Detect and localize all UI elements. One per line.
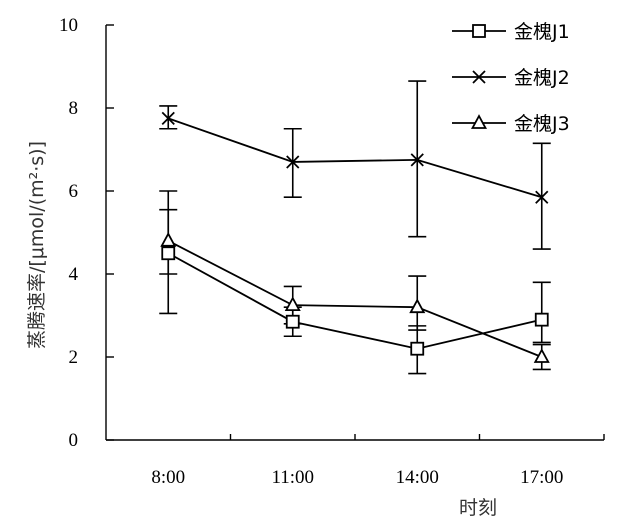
legend-marker [470,114,488,129]
series-line-1 [167,252,542,350]
data-point [160,231,177,247]
x-tick-label: 17:00 [520,467,563,488]
data-point [285,314,300,329]
legend-label: 金槐J1 [514,21,570,43]
legend-label: 金槐J3 [514,113,570,135]
data-point [284,296,301,312]
legend: 金槐J1 金槐J2 金槐J3 [452,21,570,135]
y-tick-label: 10 [59,15,78,36]
y-tick-label: 2 [69,347,79,368]
error-bars [159,80,551,375]
series-line-3 [167,240,543,358]
data-point [286,155,300,169]
y-tick-label: 8 [69,98,79,119]
y-axis-label: 蒸腾速率/[μmol/(m²·s)] [26,141,48,349]
data-point [534,312,549,327]
x-tick-label: 14:00 [396,467,439,488]
series-line-2 [167,117,543,199]
data-point [409,298,426,314]
tick-labels: 0 2 4 6 8 10 8:00 11:00 14:00 17:00 [59,15,563,488]
data-point [161,246,176,261]
data-point [161,111,175,126]
data-point [535,190,549,204]
y-tick-label: 4 [69,264,79,285]
x-tick-label: 8:00 [151,467,185,488]
y-tick-label: 0 [69,430,79,451]
data-point [410,341,425,356]
axes [105,24,605,441]
series-markers [160,111,550,363]
series-lines [167,117,543,358]
data-point [533,348,550,363]
data-point [410,153,424,167]
legend-marker [472,24,486,38]
error-bar [532,281,551,344]
legend-marker [472,70,486,84]
x-tick-label: 11:00 [271,467,314,488]
y-tick-label: 6 [69,181,79,202]
x-axis-label: 时刻 [459,497,497,519]
legend-label: 金槐J2 [514,67,570,89]
